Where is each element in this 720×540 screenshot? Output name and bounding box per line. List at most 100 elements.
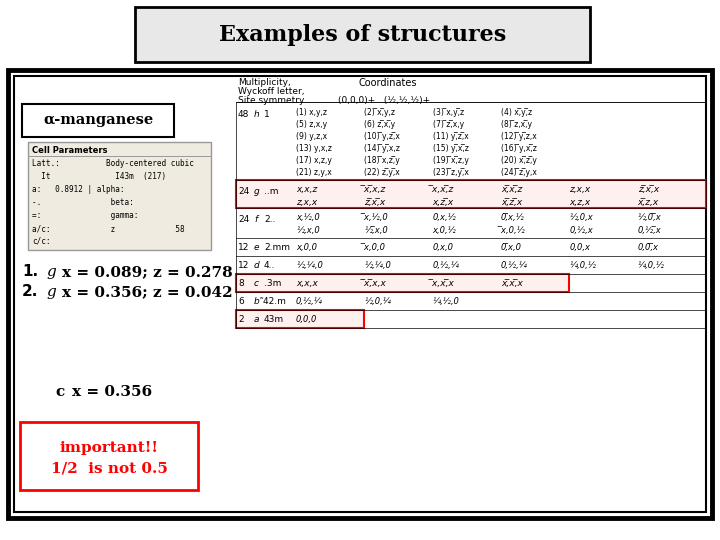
Text: 0,0,x: 0,0,x: [570, 243, 590, 252]
Bar: [236, 180, 706, 208]
Text: (9) y,z,x: (9) y,z,x: [296, 132, 327, 141]
Text: Coordinates: Coordinates: [359, 78, 418, 88]
Text: ¼,0,½: ¼,0,½: [570, 261, 596, 270]
Text: (20) x,̅z,̅y: (20) x,̅z,̅y: [501, 156, 537, 165]
Text: .3m: .3m: [264, 279, 282, 288]
Text: c: c: [55, 385, 64, 399]
Text: Latt.:          Body-centered cubic: Latt.: Body-centered cubic: [32, 159, 194, 168]
Text: (11) y,̅z,̅x: (11) y,̅z,̅x: [433, 132, 469, 141]
Text: 24: 24: [238, 215, 249, 224]
Text: (7) ̅z,̅x,y: (7) ̅z,̅x,y: [433, 120, 464, 129]
Text: b: b: [254, 297, 260, 306]
Text: ̅x,x,̅z: ̅x,x,̅z: [433, 185, 454, 194]
Text: 2.mm: 2.mm: [264, 243, 290, 252]
Text: 12: 12: [238, 243, 249, 252]
Text: a/c:             z             58: a/c: z 58: [32, 224, 184, 233]
Text: ½,0,̅x: ½,0,̅x: [638, 213, 662, 222]
Text: h: h: [254, 110, 260, 119]
Text: a: a: [254, 315, 259, 324]
Text: ̅x,x,̅x: ̅x,x,̅x: [433, 279, 454, 288]
Text: x,̅x,̅z: x,̅x,̅z: [501, 185, 522, 194]
Text: ½,0,x: ½,0,x: [570, 213, 593, 222]
Text: z,̅x,̅x: z,̅x,̅x: [638, 185, 659, 194]
Bar: [20, 422, 198, 490]
Text: (22) z,̅y,̅x: (22) z,̅y,̅x: [364, 168, 400, 177]
Text: (1) x,y,z: (1) x,y,z: [296, 108, 327, 117]
Text: (12) ̅y,̅z,x: (12) ̅y,̅z,x: [501, 132, 536, 141]
Text: x = 0.356; z = 0.042: x = 0.356; z = 0.042: [62, 285, 233, 299]
Text: ̅x,0,½: ̅x,0,½: [501, 226, 525, 235]
Text: ̅x,̅x,x: ̅x,̅x,x: [364, 279, 386, 288]
Text: 0,x,0: 0,x,0: [433, 243, 454, 252]
Text: (23) ̅z,y,̅x: (23) ̅z,y,̅x: [433, 168, 469, 177]
Text: 2.: 2.: [22, 285, 38, 300]
Text: (3) ̅x,y,̅z: (3) ̅x,y,̅z: [433, 108, 464, 117]
Text: ½,¼,0: ½,¼,0: [364, 261, 391, 270]
Text: 24: 24: [238, 187, 249, 196]
Bar: [28, 142, 211, 250]
Text: (19) ̅x,̅z,y: (19) ̅x,̅z,y: [433, 156, 469, 165]
Text: ½,¼,0: ½,¼,0: [296, 261, 323, 270]
Text: x,½,0: x,½,0: [296, 213, 320, 222]
Text: a:   0.8912 | alpha:: a: 0.8912 | alpha:: [32, 185, 125, 194]
Text: x,̅x,̅x: x,̅x,̅x: [501, 279, 523, 288]
Text: 6: 6: [238, 297, 244, 306]
Text: (24) ̅z,̅y,x: (24) ̅z,̅y,x: [501, 168, 537, 177]
Text: Site symmetry: Site symmetry: [238, 96, 305, 105]
Text: 0,½,¼: 0,½,¼: [296, 297, 323, 306]
Text: 1/2  is not 0.5: 1/2 is not 0.5: [50, 461, 168, 475]
Text: x,x,z: x,x,z: [296, 185, 318, 194]
Text: (5) z,x,y: (5) z,x,y: [296, 120, 327, 129]
Text: (21) z,y,x: (21) z,y,x: [296, 168, 332, 177]
Text: 48: 48: [238, 110, 249, 119]
Text: ¼,0,½: ¼,0,½: [638, 261, 665, 270]
Text: 0,0,̅x: 0,0,̅x: [638, 243, 659, 252]
Text: Wyckoff letter,: Wyckoff letter,: [238, 87, 305, 96]
Text: x,0,0: x,0,0: [296, 243, 317, 252]
Text: ½,0,¼: ½,0,¼: [364, 297, 391, 306]
Text: 4..: 4..: [264, 261, 275, 270]
Text: x,̅z,x: x,̅z,x: [638, 198, 659, 207]
Text: e: e: [254, 243, 259, 252]
Text: (6) z,̅x,̅y: (6) z,̅x,̅y: [364, 120, 395, 129]
Bar: [8, 70, 712, 518]
Text: 0,½,x: 0,½,x: [570, 226, 593, 235]
Text: (8) ̅z,x,̅y: (8) ̅z,x,̅y: [501, 120, 532, 129]
Text: ½,x,0: ½,x,0: [296, 226, 320, 235]
Text: ̅x,½,0: ̅x,½,0: [364, 213, 388, 222]
Text: ..m: ..m: [264, 187, 279, 196]
Text: It              I43m  (217): It I43m (217): [32, 172, 166, 181]
Text: ̅x,̅x,z: ̅x,̅x,z: [364, 185, 386, 194]
Text: 8: 8: [238, 279, 244, 288]
Text: 12: 12: [238, 261, 249, 270]
Text: (17) x,z,y: (17) x,z,y: [296, 156, 332, 165]
Text: (18) ̅x,z,̅y: (18) ̅x,z,̅y: [364, 156, 400, 165]
Text: f: f: [254, 215, 257, 224]
Text: 0,̅x,½: 0,̅x,½: [501, 213, 525, 222]
Text: ͂42.m: ͂42.m: [264, 297, 287, 306]
Text: d: d: [254, 261, 260, 270]
Text: 0,½,¼: 0,½,¼: [433, 261, 459, 270]
Text: g: g: [254, 187, 260, 196]
Text: x,z,̅x: x,z,̅x: [433, 198, 454, 207]
Text: ¼,½,0: ¼,½,0: [433, 297, 459, 306]
Text: Cell Parameters: Cell Parameters: [32, 146, 107, 155]
Text: important!!: important!!: [60, 441, 158, 455]
Text: (16) ̅y,x,̅z: (16) ̅y,x,̅z: [501, 144, 537, 153]
Text: c: c: [254, 279, 259, 288]
Text: Examples of structures: Examples of structures: [219, 24, 506, 45]
Text: x = 0.356: x = 0.356: [72, 385, 152, 399]
Text: x,0,½: x,0,½: [433, 226, 456, 235]
Bar: [14, 76, 706, 512]
Text: (13) y,x,z: (13) y,x,z: [296, 144, 332, 153]
Bar: [236, 274, 570, 292]
Bar: [135, 7, 590, 62]
Text: (15) y,̅x,̅z: (15) y,̅x,̅z: [433, 144, 469, 153]
Text: (2) ̅x,̅y,z: (2) ̅x,̅y,z: [364, 108, 395, 117]
Text: (10) ̅y,z,̅x: (10) ̅y,z,̅x: [364, 132, 400, 141]
Text: (0,0,0)+   (½,½,½)+: (0,0,0)+ (½,½,½)+: [338, 96, 430, 105]
Text: 1.: 1.: [22, 265, 38, 280]
Text: (4) x,̅y,̅z: (4) x,̅y,̅z: [501, 108, 532, 117]
Text: 2: 2: [238, 315, 243, 324]
Text: 2..: 2..: [264, 215, 275, 224]
